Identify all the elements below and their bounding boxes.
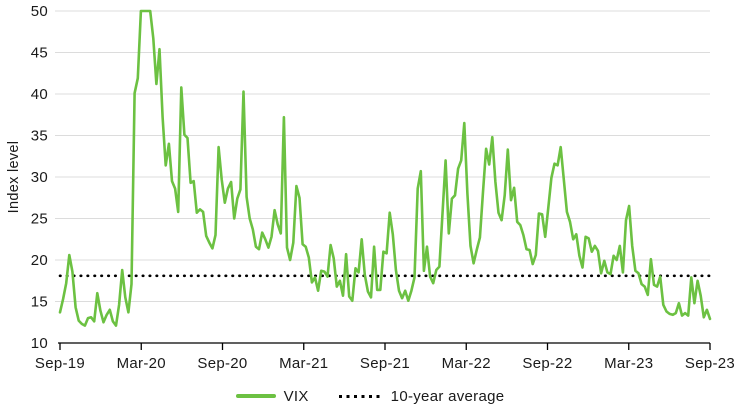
chart-legend: VIX 10-year average: [0, 386, 740, 406]
x-tick-label: Sep-20: [197, 355, 247, 372]
x-tick-label: Mar-20: [117, 355, 166, 372]
y-tick-label: 10: [31, 335, 48, 352]
x-tick-label: Mar-23: [604, 355, 653, 372]
vix-line-swatch-icon: [235, 394, 276, 398]
x-tick-label: Sep-22: [522, 355, 572, 372]
y-tick-label: 45: [31, 45, 48, 62]
y-tick-label: 35: [31, 128, 48, 145]
x-tick-label: Sep-19: [35, 355, 85, 372]
y-tick-label: 50: [31, 3, 48, 20]
x-tick-label: Mar-21: [279, 355, 328, 372]
vix-line: [58, 9, 712, 327]
legend-item-average: 10-year average: [338, 387, 505, 405]
legend-label-vix: VIX: [283, 387, 309, 405]
legend-label-average: 10-year average: [390, 387, 505, 405]
y-tick-label: 25: [31, 211, 48, 228]
average-line-swatch-icon: [338, 394, 383, 398]
y-tick-label: 15: [31, 294, 48, 311]
y-tick-label: 30: [31, 169, 48, 186]
vix-chart-canvas: 10 15 20 25 30 35 40 45 50 Sep-19 Mar-20 Sep-20 Mar-…: [31, 3, 735, 372]
legend-item-vix: VIX: [235, 387, 309, 405]
x-tick-label: Mar-22: [442, 355, 491, 372]
x-tick-label: Sep-21: [360, 355, 410, 372]
x-tick-label: Sep-23: [685, 355, 735, 372]
y-axis-title: Index level: [6, 140, 22, 214]
y-tick-label: 40: [31, 86, 48, 103]
y-tick-label: 20: [31, 252, 48, 269]
